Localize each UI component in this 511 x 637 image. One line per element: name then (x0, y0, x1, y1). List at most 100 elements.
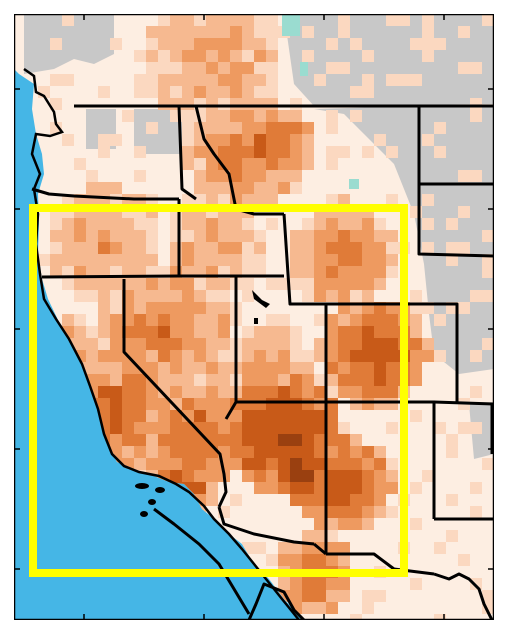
anomaly-cell (74, 326, 86, 338)
anomaly-cell (98, 266, 110, 278)
anomaly-cell (158, 50, 170, 62)
anomaly-cell (170, 302, 182, 314)
anomaly-cell (122, 398, 134, 410)
anomaly-cell (254, 134, 266, 146)
anomaly-cell (206, 14, 218, 26)
anomaly-cell (182, 86, 194, 98)
anomaly-cell (254, 542, 266, 554)
anomaly-cell (254, 242, 266, 254)
anomaly-cell (362, 50, 374, 62)
anomaly-cell (206, 290, 218, 302)
anomaly-cell (146, 26, 158, 38)
anomaly-cell (110, 182, 122, 194)
anomaly-cell (338, 14, 350, 26)
anomaly-cell (182, 326, 194, 338)
anomaly-cell (278, 146, 290, 158)
anomaly-cell (194, 170, 206, 182)
anomaly-cell (338, 446, 350, 458)
anomaly-cell (458, 422, 470, 434)
channel-islands (135, 483, 165, 517)
anomaly-cell (314, 506, 326, 518)
anomaly-cell (278, 314, 290, 326)
anomaly-cell (326, 218, 338, 230)
anomaly-cell (218, 290, 230, 302)
anomaly-cell (194, 86, 206, 98)
anomaly-cell (98, 374, 110, 386)
anomaly-cell (98, 362, 110, 374)
anomaly-cell (62, 218, 74, 230)
anomaly-cell (314, 434, 326, 446)
anomaly-cell (290, 110, 302, 122)
anomaly-cell (338, 422, 350, 434)
anomaly-cell (194, 146, 206, 158)
anomaly-cell (206, 350, 218, 362)
anomaly-cell (194, 458, 206, 470)
anomaly-cell (122, 446, 134, 458)
anomaly-cell (134, 410, 146, 422)
anomaly-cell (266, 350, 278, 362)
anomaly-cell (410, 350, 422, 362)
anomaly-cell (122, 386, 134, 398)
anomaly-cell (98, 326, 110, 338)
anomaly-cell (230, 86, 242, 98)
anomaly-cell (242, 374, 254, 386)
anomaly-cell (302, 602, 314, 614)
anomaly-cell (422, 50, 434, 62)
anomaly-cell (458, 62, 470, 74)
anomaly-cell (290, 98, 302, 110)
anomaly-cell (218, 194, 230, 206)
anomaly-cell (230, 26, 242, 38)
anomaly-cell (134, 74, 146, 86)
anomaly-cell (230, 50, 242, 62)
anomaly-cell (386, 326, 398, 338)
anomaly-cell (266, 314, 278, 326)
anomaly-cell (278, 434, 290, 446)
anomaly-cell (158, 302, 170, 314)
anomaly-cell (146, 314, 158, 326)
anomaly-cell (206, 50, 218, 62)
anomaly-cell (170, 278, 182, 290)
anomaly-cell (50, 230, 62, 242)
anomaly-cell (410, 482, 422, 494)
anomaly-cell (302, 458, 314, 470)
anomaly-cell (254, 470, 266, 482)
anomaly-cell (254, 254, 266, 266)
anomaly-cell (206, 194, 218, 206)
anomaly-cell (374, 266, 386, 278)
anomaly-cell (134, 434, 146, 446)
anomaly-cell (206, 170, 218, 182)
anomaly-cell (242, 98, 254, 110)
anomaly-cell (110, 434, 122, 446)
anomaly-cell (254, 122, 266, 134)
anomaly-cell (122, 110, 134, 122)
anomaly-cell (218, 230, 230, 242)
anomaly-cell (410, 38, 422, 50)
anomaly-cell (350, 350, 362, 362)
anomaly-cell (362, 74, 374, 86)
anomaly-cell (314, 230, 326, 242)
anomaly-cell (98, 386, 110, 398)
anomaly-cell (446, 434, 458, 446)
anomaly-cell (386, 266, 398, 278)
anomaly-cell (254, 146, 266, 158)
anomaly-cell (266, 146, 278, 158)
anomaly-cell (410, 410, 422, 422)
anomaly-cell (434, 614, 446, 620)
anomaly-cell (194, 230, 206, 242)
anomaly-cell (182, 74, 194, 86)
anomaly-cell (218, 26, 230, 38)
anomaly-cell (386, 350, 398, 362)
anomaly-cell (170, 386, 182, 398)
anomaly-cell (182, 62, 194, 74)
anomaly-cell (98, 338, 110, 350)
anomaly-cell (458, 554, 470, 566)
anomaly-cell (362, 350, 374, 362)
anomaly-cell (86, 326, 98, 338)
anomaly-cell (326, 338, 338, 350)
anomaly-cell (146, 410, 158, 422)
anomaly-cell (482, 14, 494, 26)
anomaly-cell (434, 314, 446, 326)
anomaly-cell (194, 302, 206, 314)
anomaly-cell (326, 470, 338, 482)
anomaly-cell (302, 362, 314, 374)
